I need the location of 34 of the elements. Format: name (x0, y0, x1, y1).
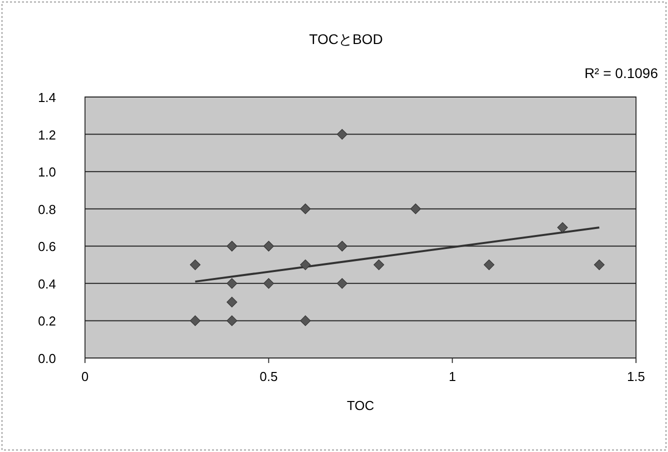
y-tick-label: 0.0 (38, 351, 56, 366)
x-axis-title: TOC (346, 398, 374, 413)
point (226, 296, 238, 308)
y-tick-label: 0.2 (38, 314, 56, 329)
point (263, 278, 274, 289)
point (190, 315, 200, 326)
x-tick-label: 0.5 (260, 369, 278, 384)
y-tick-label: 1.2 (38, 127, 56, 142)
point (557, 222, 568, 233)
y-tick-label: 1.4 (38, 90, 56, 105)
point (300, 259, 311, 270)
point (263, 240, 274, 252)
x-tick-label: 1 (448, 369, 456, 384)
text: R² = 0.1096 (584, 65, 658, 81)
point (336, 128, 348, 140)
y-tick-label: 0.6 (38, 239, 56, 254)
y-tick-label: 1.0 (38, 164, 56, 180)
point (300, 204, 311, 214)
point (410, 204, 421, 214)
point (226, 315, 238, 326)
y-tick-label: 0.4 (38, 276, 56, 292)
point (226, 240, 238, 252)
point (336, 240, 348, 252)
x-tick-label: 0 (81, 369, 89, 384)
point (594, 259, 605, 270)
y-tick-label: 0.8 (38, 202, 56, 217)
point (484, 259, 494, 270)
point (226, 278, 238, 289)
point (300, 315, 311, 326)
point (336, 278, 348, 289)
point (190, 259, 200, 270)
chart-title: TOCとBOD (309, 31, 383, 47)
x-tick-label: 1.5 (626, 369, 646, 384)
point (374, 259, 384, 270)
